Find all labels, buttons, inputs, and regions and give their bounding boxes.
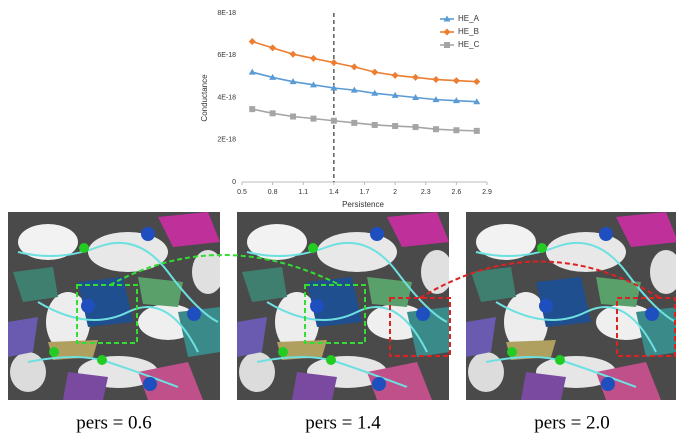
x-axis-title: Persistence xyxy=(342,200,384,209)
legend-label: HE_B xyxy=(458,27,479,36)
x-tick-label: 0.5 xyxy=(237,189,247,196)
x-tick-label: 2.9 xyxy=(482,189,492,196)
legend-marker xyxy=(443,28,451,36)
point xyxy=(371,121,378,128)
x-tick-label: 0.8 xyxy=(268,189,278,196)
point xyxy=(412,73,420,81)
point xyxy=(248,38,256,46)
series-line xyxy=(252,108,477,132)
y-axis-title: Conductance xyxy=(200,74,209,122)
point xyxy=(289,78,297,85)
x-tick-label: 2.6 xyxy=(452,189,462,196)
highlight-box xyxy=(616,297,676,357)
highlight-box xyxy=(76,284,138,344)
legend-label: HE_A xyxy=(458,14,480,23)
point xyxy=(391,71,399,79)
point xyxy=(371,68,379,76)
point xyxy=(452,77,460,85)
point xyxy=(371,89,379,96)
y-tick-label: 8E-18 xyxy=(217,10,236,17)
y-tick-label: 6E-18 xyxy=(217,52,236,59)
connector-arc xyxy=(419,260,661,299)
point xyxy=(249,106,256,113)
point xyxy=(290,113,297,120)
highlight-box xyxy=(304,284,366,344)
point xyxy=(309,54,317,62)
x-tick-label: 2 xyxy=(393,189,397,196)
point xyxy=(289,50,297,58)
caption: pers = 1.4 xyxy=(305,412,381,433)
point xyxy=(412,124,419,131)
image-panel xyxy=(8,212,220,400)
point xyxy=(330,117,337,124)
point xyxy=(310,115,317,122)
image-panel xyxy=(237,212,449,400)
x-tick-label: 1.1 xyxy=(298,189,308,196)
legend-marker xyxy=(443,15,451,22)
x-tick-label: 2.3 xyxy=(421,189,431,196)
legend-marker xyxy=(444,42,450,48)
y-tick-label: 2E-18 xyxy=(217,137,236,144)
point xyxy=(412,94,420,100)
point xyxy=(453,127,460,134)
highlight-box xyxy=(389,297,451,357)
point xyxy=(350,86,358,93)
series-line xyxy=(252,71,477,103)
point xyxy=(330,84,338,91)
point xyxy=(248,68,256,75)
caption: pers = 0.6 xyxy=(76,412,152,433)
point xyxy=(392,123,399,130)
x-tick-label: 1.4 xyxy=(329,189,339,196)
point xyxy=(350,63,358,71)
series-line xyxy=(251,40,477,83)
point xyxy=(269,110,276,117)
point xyxy=(473,98,481,105)
legend-label: HE_C xyxy=(458,40,480,49)
point xyxy=(351,119,358,126)
point xyxy=(391,91,399,98)
point xyxy=(269,44,277,52)
point xyxy=(269,73,277,80)
caption: pers = 2.0 xyxy=(534,412,610,433)
image-panel xyxy=(466,212,676,400)
point xyxy=(330,59,338,67)
y-tick-label: 0 xyxy=(232,179,236,186)
y-tick-label: 4E-18 xyxy=(217,94,236,101)
x-tick-label: 1.7 xyxy=(360,189,370,196)
point xyxy=(432,96,440,103)
point xyxy=(473,78,481,86)
point xyxy=(432,76,440,84)
point xyxy=(309,81,317,88)
point xyxy=(473,127,480,134)
point xyxy=(452,97,460,104)
point xyxy=(432,126,439,133)
